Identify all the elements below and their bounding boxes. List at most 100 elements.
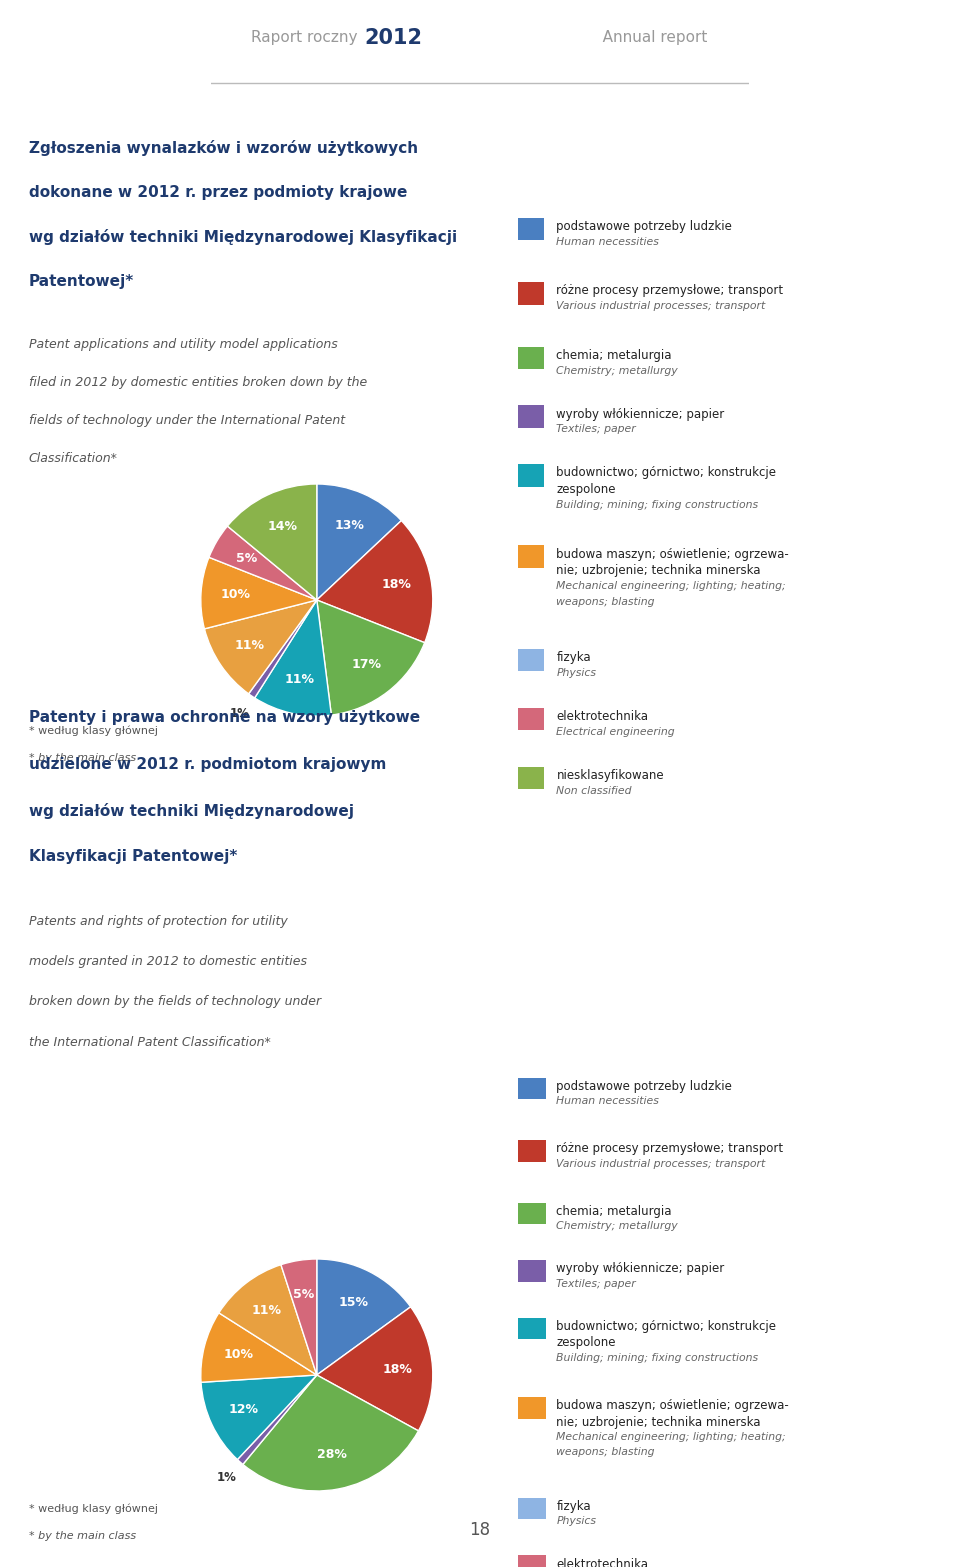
Text: Various industrial processes; transport: Various industrial processes; transport [557, 1158, 766, 1169]
FancyBboxPatch shape [518, 766, 543, 788]
Wedge shape [317, 484, 401, 600]
FancyBboxPatch shape [518, 282, 543, 304]
Wedge shape [317, 1307, 433, 1431]
Text: wg działów techniki Międzynarodowej Klasyfikacji: wg działów techniki Międzynarodowej Klas… [29, 229, 457, 244]
Text: fields of technology under the International Patent: fields of technology under the Internati… [29, 414, 345, 426]
Text: fizyka: fizyka [557, 1500, 591, 1514]
Text: zespolone: zespolone [557, 483, 616, 497]
Text: elektrotechnika: elektrotechnika [557, 710, 648, 722]
Text: Textiles; paper: Textiles; paper [557, 1279, 636, 1288]
Text: Chemistry; metallurgy: Chemistry; metallurgy [557, 1221, 678, 1232]
FancyBboxPatch shape [518, 346, 543, 368]
Text: Patenty i prawa ochronne na wzory użytkowe: Patenty i prawa ochronne na wzory użytko… [29, 710, 420, 726]
Wedge shape [204, 600, 317, 694]
Wedge shape [237, 1374, 317, 1465]
Text: wyroby włókiennicze; papier: wyroby włókiennicze; papier [557, 1263, 725, 1276]
Text: Non classified: Non classified [557, 785, 632, 796]
Wedge shape [228, 484, 317, 600]
FancyBboxPatch shape [518, 545, 543, 567]
Text: 18: 18 [469, 1522, 491, 1539]
Wedge shape [254, 600, 331, 716]
Text: chemia; metalurgia: chemia; metalurgia [557, 1205, 672, 1218]
Text: Building; mining; fixing constructions: Building; mining; fixing constructions [557, 1352, 758, 1363]
FancyBboxPatch shape [518, 1078, 546, 1100]
Text: broken down by the fields of technology under: broken down by the fields of technology … [29, 995, 321, 1008]
Text: Physics: Physics [557, 1517, 596, 1526]
FancyBboxPatch shape [518, 1398, 546, 1418]
FancyBboxPatch shape [518, 1498, 546, 1520]
Text: 5%: 5% [294, 1288, 315, 1301]
Text: 1%: 1% [230, 707, 250, 719]
Text: 10%: 10% [223, 1348, 253, 1362]
Text: * według klasy głównej: * według klasy głównej [29, 1503, 157, 1514]
Text: weapons; blasting: weapons; blasting [557, 597, 655, 606]
Text: nie; uzbrojenie; technika minerska: nie; uzbrojenie; technika minerska [557, 564, 761, 577]
Text: Raport roczny: Raport roczny [251, 30, 365, 45]
Text: 14%: 14% [267, 520, 298, 533]
Text: 1%: 1% [216, 1471, 236, 1484]
Text: Patent applications and utility model applications: Patent applications and utility model ap… [29, 338, 338, 351]
FancyBboxPatch shape [518, 1556, 546, 1567]
FancyBboxPatch shape [518, 649, 543, 671]
Text: 11%: 11% [284, 672, 314, 686]
Text: podstawowe potrzeby ludzkie: podstawowe potrzeby ludzkie [557, 219, 732, 233]
Wedge shape [317, 520, 433, 642]
FancyBboxPatch shape [518, 1260, 546, 1282]
Text: budowa maszyn; oświetlenie; ogrzewa-: budowa maszyn; oświetlenie; ogrzewa- [557, 547, 789, 561]
Wedge shape [243, 1374, 419, 1490]
Text: Textiles; paper: Textiles; paper [557, 425, 636, 434]
Text: Mechanical engineering; lighting; heating;: Mechanical engineering; lighting; heatin… [557, 1432, 786, 1442]
Wedge shape [201, 1313, 317, 1382]
Text: 11%: 11% [252, 1304, 282, 1318]
Text: nie; uzbrojenie; technika minerska: nie; uzbrojenie; technika minerska [557, 1415, 761, 1429]
Text: zespolone: zespolone [557, 1337, 616, 1349]
Text: 5%: 5% [236, 552, 257, 566]
Text: Human necessities: Human necessities [557, 237, 660, 246]
Text: Patentowej*: Patentowej* [29, 274, 134, 288]
Text: budowa maszyn; oświetlenie; ogrzewa-: budowa maszyn; oświetlenie; ogrzewa- [557, 1399, 789, 1412]
Text: wg działów techniki Międzynarodowej: wg działów techniki Międzynarodowej [29, 802, 354, 820]
Text: 28%: 28% [317, 1448, 347, 1462]
Wedge shape [201, 1374, 317, 1459]
Text: Annual report: Annual report [595, 30, 708, 45]
Text: * by the main class: * by the main class [29, 754, 136, 763]
Text: różne procesy przemysłowe; transport: różne procesy przemysłowe; transport [557, 284, 783, 298]
FancyBboxPatch shape [518, 218, 543, 240]
Text: models granted in 2012 to domestic entities: models granted in 2012 to domestic entit… [29, 954, 307, 968]
Text: Classification*: Classification* [29, 451, 118, 465]
Text: 11%: 11% [234, 639, 265, 652]
Text: różne procesy przemysłowe; transport: różne procesy przemysłowe; transport [557, 1142, 783, 1155]
Text: Chemistry; metallurgy: Chemistry; metallurgy [557, 365, 678, 376]
Text: filed in 2012 by domestic entities broken down by the: filed in 2012 by domestic entities broke… [29, 376, 367, 389]
Text: * według klasy głównej: * według klasy głównej [29, 726, 157, 735]
Wedge shape [209, 527, 317, 600]
FancyBboxPatch shape [518, 1318, 546, 1340]
Text: 10%: 10% [221, 588, 251, 602]
Wedge shape [317, 600, 424, 715]
Wedge shape [249, 600, 317, 697]
Wedge shape [219, 1265, 317, 1374]
Text: udzielone w 2012 r. podmiotom krajowym: udzielone w 2012 r. podmiotom krajowym [29, 757, 386, 771]
Text: 13%: 13% [334, 519, 364, 531]
Text: 18%: 18% [382, 578, 412, 591]
Text: 2012: 2012 [365, 28, 422, 47]
Text: wyroby włókiennicze; papier: wyroby włókiennicze; papier [557, 407, 725, 420]
Wedge shape [281, 1258, 317, 1374]
Text: the International Patent Classification*: the International Patent Classification* [29, 1036, 271, 1048]
FancyBboxPatch shape [518, 1141, 546, 1161]
Text: elektrotechnika: elektrotechnika [557, 1558, 648, 1567]
Text: dokonane w 2012 r. przez podmioty krajowe: dokonane w 2012 r. przez podmioty krajow… [29, 185, 407, 199]
Text: 12%: 12% [228, 1402, 258, 1417]
Text: budownictwo; górnictwo; konstrukcje: budownictwo; górnictwo; konstrukcje [557, 467, 777, 480]
FancyBboxPatch shape [518, 406, 543, 428]
Text: budownictwo; górnictwo; konstrukcje: budownictwo; górnictwo; konstrukcje [557, 1319, 777, 1334]
Text: Human necessities: Human necessities [557, 1097, 660, 1106]
Wedge shape [201, 558, 317, 628]
Text: Physics: Physics [557, 668, 596, 679]
FancyBboxPatch shape [518, 708, 543, 730]
Text: Building; mining; fixing constructions: Building; mining; fixing constructions [557, 500, 758, 509]
Text: 18%: 18% [383, 1363, 413, 1376]
Text: 15%: 15% [339, 1296, 369, 1308]
Text: fizyka: fizyka [557, 652, 591, 664]
Text: niesklasyfikowane: niesklasyfikowane [557, 769, 664, 782]
